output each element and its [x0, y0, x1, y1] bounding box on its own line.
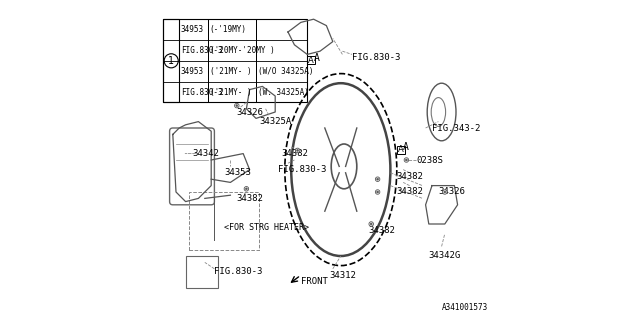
Text: (W. 34325A): (W. 34325A) — [258, 87, 308, 97]
Text: 34382: 34382 — [282, 149, 308, 158]
Text: 34326: 34326 — [438, 188, 465, 196]
Circle shape — [244, 187, 249, 191]
Text: 34382: 34382 — [237, 194, 264, 203]
Text: <FOR STRG HEATER>: <FOR STRG HEATER> — [224, 223, 309, 232]
Circle shape — [297, 149, 298, 151]
Text: A: A — [398, 145, 404, 154]
Text: A341001573: A341001573 — [442, 303, 488, 312]
Circle shape — [375, 190, 380, 194]
Text: ('21MY- ): ('21MY- ) — [210, 87, 252, 97]
Text: 34382: 34382 — [397, 172, 424, 180]
Text: FIG.830-3: FIG.830-3 — [214, 268, 263, 276]
Text: FRONT: FRONT — [301, 277, 328, 286]
Text: 34382: 34382 — [397, 188, 424, 196]
Circle shape — [234, 103, 239, 108]
Text: (W/O 34325A): (W/O 34325A) — [258, 67, 313, 76]
Text: FIG.830-3: FIG.830-3 — [181, 46, 223, 55]
Text: FIG.830-3: FIG.830-3 — [278, 165, 327, 174]
Text: FIG.830-3: FIG.830-3 — [181, 87, 223, 97]
Text: 34953: 34953 — [181, 67, 204, 76]
Circle shape — [377, 191, 379, 193]
Text: 34382: 34382 — [368, 226, 395, 235]
Bar — [189, 192, 259, 250]
Circle shape — [375, 177, 380, 181]
Text: 34326: 34326 — [237, 108, 264, 116]
Text: 0238S: 0238S — [416, 156, 443, 164]
Bar — [397, 146, 405, 154]
Text: 34312: 34312 — [330, 271, 356, 280]
Text: 34325A: 34325A — [259, 117, 291, 126]
Text: 34953: 34953 — [181, 25, 204, 34]
Text: (-'19MY): (-'19MY) — [210, 25, 246, 34]
Text: A: A — [403, 142, 409, 152]
Text: FIG.343-2: FIG.343-2 — [432, 124, 481, 132]
Circle shape — [369, 222, 374, 226]
Circle shape — [404, 158, 409, 162]
Text: 34353: 34353 — [224, 168, 251, 177]
Text: ('21MY- ): ('21MY- ) — [210, 67, 252, 76]
Bar — [186, 256, 218, 288]
Circle shape — [296, 148, 300, 153]
Bar — [163, 19, 307, 102]
Circle shape — [236, 105, 238, 107]
Circle shape — [443, 190, 447, 194]
Circle shape — [444, 191, 445, 193]
Text: 34342G: 34342G — [429, 252, 461, 260]
Circle shape — [370, 223, 372, 225]
Text: 1: 1 — [168, 56, 174, 66]
Text: A: A — [308, 55, 314, 65]
Text: A: A — [314, 52, 319, 63]
Text: 34342: 34342 — [192, 149, 219, 158]
Circle shape — [377, 178, 379, 180]
Circle shape — [246, 188, 248, 190]
Bar — [163, 19, 179, 102]
Bar — [307, 56, 316, 64]
Circle shape — [406, 159, 407, 161]
Text: FIG.830-3: FIG.830-3 — [352, 53, 401, 62]
Text: ('20MY-'20MY ): ('20MY-'20MY ) — [210, 46, 275, 55]
